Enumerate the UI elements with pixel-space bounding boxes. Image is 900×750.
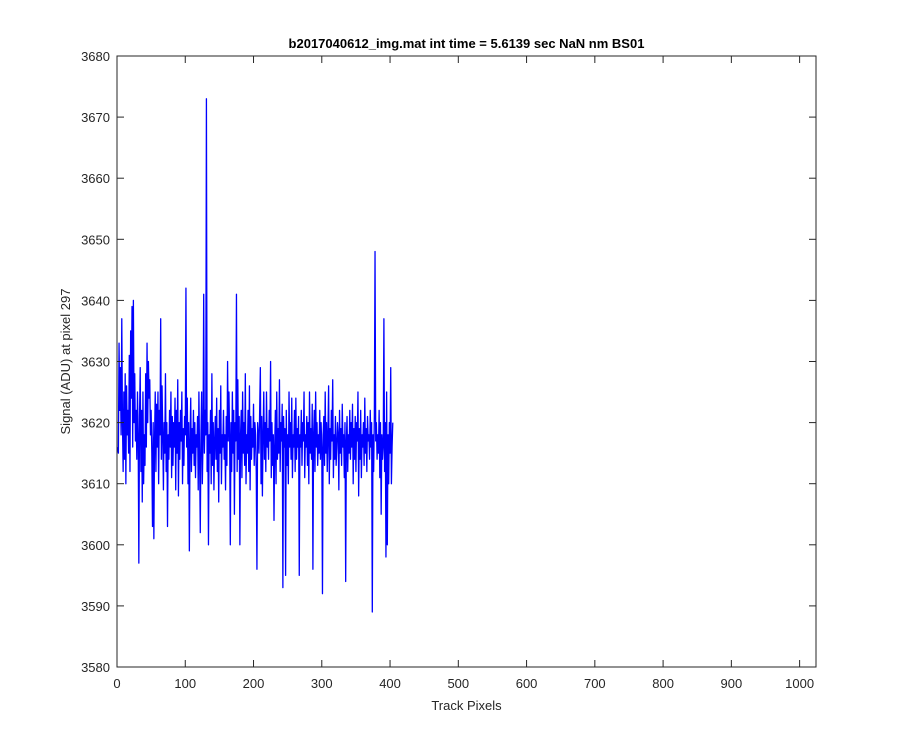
y-tick-label: 3580 (81, 660, 110, 675)
chart-title: b2017040612_img.mat int time = 5.6139 se… (289, 36, 645, 51)
x-tick-label: 700 (584, 676, 606, 691)
series-line-0 (117, 98, 394, 613)
x-axis-label: Track Pixels (431, 698, 502, 713)
y-tick-label: 3620 (81, 416, 110, 431)
y-tick-label: 3590 (81, 599, 110, 614)
y-tick-label: 3630 (81, 355, 110, 370)
x-tick-label: 600 (516, 676, 538, 691)
y-tick-label: 3670 (81, 110, 110, 125)
y-tick-label: 3660 (81, 171, 110, 186)
plot-area (117, 56, 816, 667)
x-tick-label: 100 (174, 676, 196, 691)
series-layer (117, 98, 394, 613)
x-tick-label: 400 (379, 676, 401, 691)
y-tick-label: 3680 (81, 49, 110, 64)
x-tick-label: 200 (243, 676, 265, 691)
y-axis: 3580 3590 3600 3610 3620 3630 3640 3650 3660 3670… (81, 49, 816, 675)
y-tick-label: 3640 (81, 293, 110, 308)
x-tick-label: 500 (447, 676, 469, 691)
x-tick-label: 0 (113, 676, 120, 691)
x-tick-label: 800 (652, 676, 674, 691)
x-tick-label: 1000 (785, 676, 814, 691)
y-axis-label: Signal (ADU) at pixel 297 (58, 289, 73, 435)
x-tick-label: 900 (721, 676, 743, 691)
x-tick-label: 300 (311, 676, 333, 691)
x-axis: 0 100 200 300 400 500 600 700 800 900 1000 (113, 56, 814, 691)
y-tick-label: 3600 (81, 538, 110, 553)
y-tick-label: 3650 (81, 232, 110, 247)
y-tick-label: 3610 (81, 477, 110, 492)
